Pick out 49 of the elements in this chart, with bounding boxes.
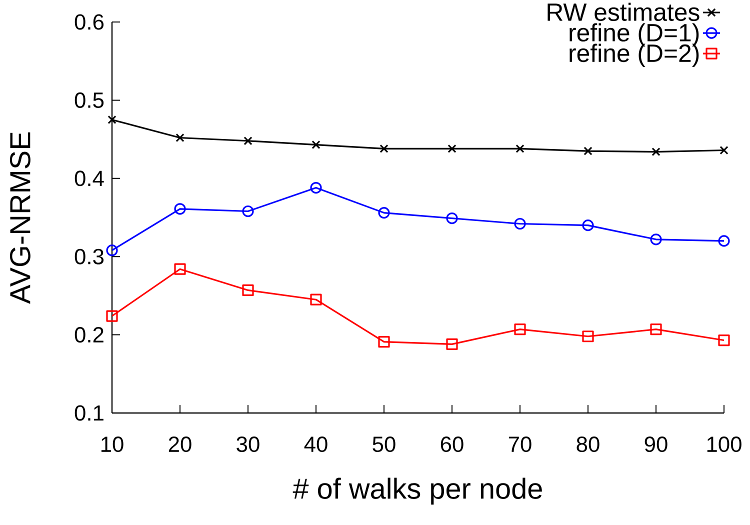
point (244, 136, 252, 146)
point (448, 144, 456, 154)
x-tick-label: 50 (372, 436, 396, 452)
x-tick-label: 10 (101, 436, 124, 452)
x-tick-label: 80 (576, 436, 600, 452)
point (584, 146, 592, 156)
point (176, 133, 184, 142)
point (718, 334, 730, 346)
point (446, 338, 458, 350)
point (718, 235, 730, 247)
x-tick-label: 90 (644, 436, 668, 452)
point (514, 324, 526, 336)
y-tick-label: 0.2 (74, 327, 104, 343)
point (514, 218, 526, 230)
x-tick-label: 70 (508, 436, 532, 452)
y-tick-label: 0.4 (74, 170, 104, 186)
point (106, 244, 118, 256)
point (652, 147, 660, 156)
point (650, 324, 662, 336)
y-tick-label: 0.5 (74, 92, 104, 108)
legend-label: RW estimates (548, 2, 700, 22)
point (378, 336, 390, 348)
point (446, 212, 458, 224)
x-tick-label: 100 (707, 436, 742, 452)
y-tick-label: 0.1 (74, 405, 104, 421)
x-tick-label: 40 (304, 436, 328, 452)
point (174, 203, 186, 215)
point (106, 310, 118, 322)
point (380, 144, 388, 154)
y-tick-label: 0.3 (74, 248, 104, 264)
y-axis-title: AVG-NRMSE (10, 132, 30, 304)
point (650, 234, 662, 246)
x-tick-label: 30 (236, 436, 260, 452)
point (516, 144, 524, 154)
point (312, 140, 320, 150)
x-tick-label: 60 (440, 436, 464, 452)
point (310, 182, 322, 194)
point (242, 284, 254, 296)
point (582, 330, 594, 342)
y-tick-label: 0.6 (74, 14, 104, 30)
point (582, 220, 594, 232)
x-axis-title: # of walks per node (292, 478, 542, 505)
point (108, 115, 116, 124)
point (310, 294, 322, 306)
point (174, 263, 186, 275)
x-tick-label: 20 (168, 436, 192, 452)
point (378, 207, 390, 219)
point (242, 205, 254, 218)
point (720, 146, 728, 155)
